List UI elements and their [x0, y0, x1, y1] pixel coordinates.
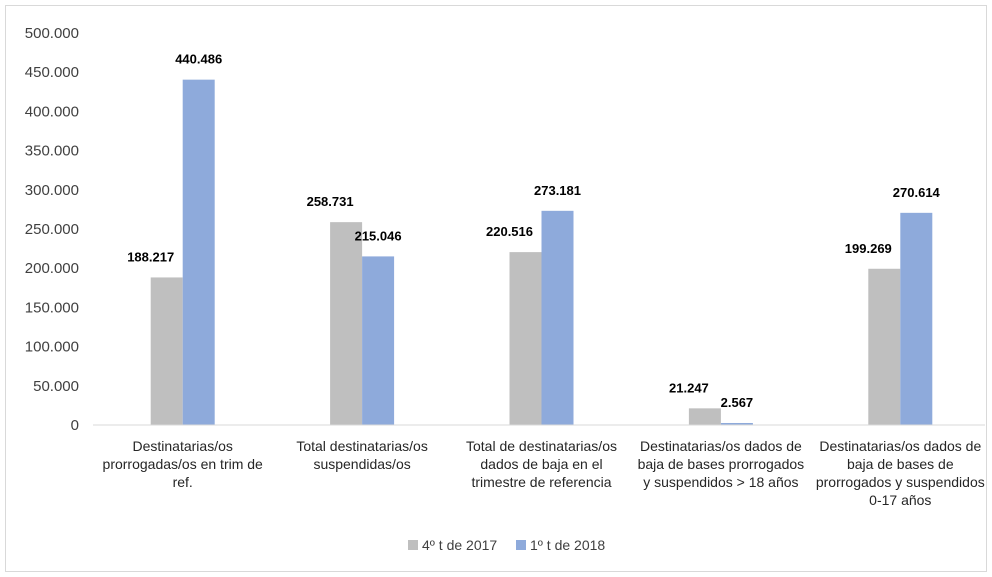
y-tick-label: 400.000	[25, 103, 79, 120]
data-labels: 188.217 440.486 258.731 215.046 220.516 273.1…	[127, 52, 940, 410]
x-tick-label-line: Destinatarias/os dados de	[640, 438, 802, 454]
x-tick-label: Destinatarias/os prorrogadas/os en trim d…	[103, 438, 264, 490]
x-tick-label-line: baja de bases prorrogados	[638, 456, 805, 472]
x-tick-label-line: dados de baja en el	[480, 456, 602, 472]
chart-frame	[5, 5, 987, 572]
x-tick-label-line: Total de destinatarias/os	[466, 438, 617, 454]
bar	[720, 422, 753, 425]
data-label: 440.486	[175, 52, 222, 67]
data-label: 273.181	[534, 183, 581, 198]
x-axis: Destinatarias/os prorrogadas/os en trim d…	[93, 424, 985, 508]
x-tick-label-line: ref.	[173, 474, 193, 490]
x-tick-label-line: suspendidas/os	[313, 456, 410, 472]
x-tick-label: Total destinatarias/os suspendidas/os	[296, 438, 428, 472]
bar	[362, 256, 395, 425]
y-tick-label: 0	[71, 417, 79, 434]
legend-swatch	[408, 540, 418, 550]
y-tick-label: 300.000	[25, 182, 79, 199]
x-tick-label-line: prorrogados y suspendidos	[816, 474, 985, 490]
x-tick-label-line: prorrogadas/os en trim de	[103, 456, 264, 472]
x-tick-label: Destinatarias/os dados de baja de bases p…	[638, 438, 805, 490]
bar	[541, 210, 574, 425]
y-tick-label: 150.000	[25, 299, 79, 316]
bar	[150, 277, 183, 425]
y-tick-label: 50.000	[33, 378, 79, 395]
bar	[900, 212, 933, 425]
y-tick-label: 450.000	[25, 64, 79, 81]
x-tick-label-line: Total destinatarias/os	[296, 438, 428, 454]
data-label: 2.567	[721, 395, 754, 410]
legend: 4º t de 2017 1º t de 2018	[408, 537, 605, 553]
legend-label: 4º t de 2017	[422, 537, 497, 553]
data-label: 215.046	[355, 228, 402, 243]
legend-label: 1º t de 2018	[530, 537, 605, 553]
y-tick-label: 500.000	[25, 25, 79, 42]
x-tick-label-line: Destinatarias/os	[133, 438, 233, 454]
y-tick-label: 350.000	[25, 143, 79, 160]
data-label: 199.269	[845, 241, 892, 256]
x-tick-label: Destinatarias/os dados de baja de bases d…	[816, 438, 985, 508]
data-label: 21.247	[669, 380, 709, 395]
x-tick-label-line: y suspendidos > 18 años	[643, 474, 798, 490]
y-axis: 0 50.000 100.000 150.000 200.000 250.000 300.0…	[25, 25, 79, 434]
legend-swatch	[516, 540, 526, 550]
bars	[150, 79, 933, 426]
data-label: 258.731	[307, 194, 354, 209]
bar	[868, 268, 901, 425]
bar	[330, 222, 363, 425]
data-label: 220.516	[486, 224, 533, 239]
data-label: 270.614	[893, 185, 941, 200]
y-tick-label: 100.000	[25, 339, 79, 356]
bar	[688, 408, 721, 425]
x-tick-label-line: Destinatarias/os dados de	[819, 438, 981, 454]
bar	[509, 252, 542, 425]
x-tick-label-line: trimestre de referencia	[471, 474, 611, 490]
y-tick-label: 250.000	[25, 221, 79, 238]
bar	[182, 79, 215, 426]
y-tick-label: 200.000	[25, 260, 79, 277]
x-tick-label-line: baja de bases de	[847, 456, 954, 472]
data-label: 188.217	[127, 249, 174, 264]
x-tick-label: Total de destinatarias/os dados de baja e…	[466, 438, 617, 490]
x-tick-label-line: 0-17 años	[869, 492, 931, 508]
